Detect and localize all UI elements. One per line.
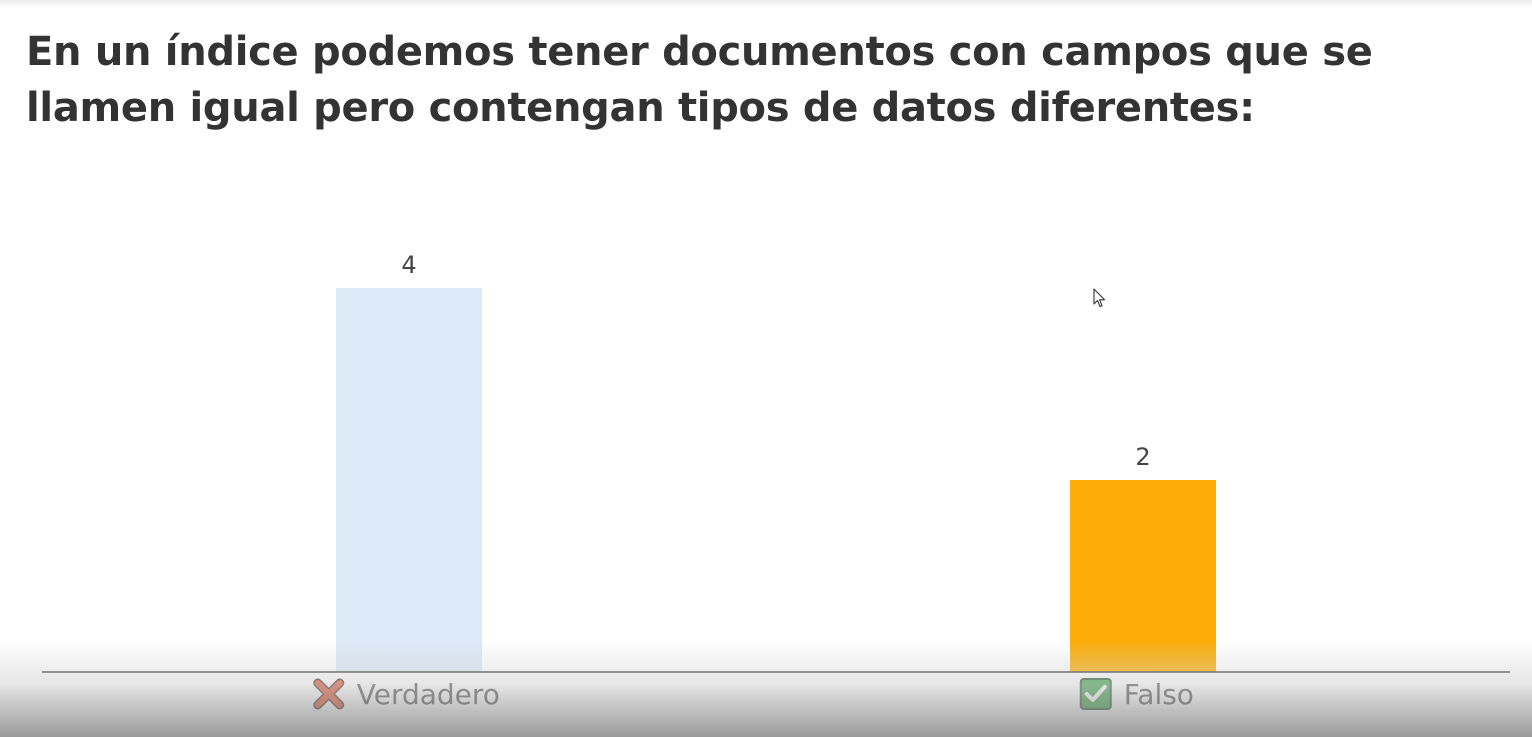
- bar-falso: [1070, 480, 1216, 672]
- value-label-verdadero: 4: [401, 251, 416, 279]
- mouse-pointer-icon: [1093, 288, 1106, 308]
- cross-mark-icon: [313, 678, 345, 710]
- question-title: En un índice podemos tener documentos co…: [26, 29, 1373, 131]
- top-strip: [0, 0, 1532, 8]
- category-label-verdadero: Verdadero: [357, 678, 500, 711]
- category-label-falso: Falso: [1124, 678, 1194, 711]
- value-label-falso: 2: [1135, 443, 1150, 471]
- bar-verdadero: [336, 288, 482, 672]
- check-mark-icon: [1079, 678, 1112, 710]
